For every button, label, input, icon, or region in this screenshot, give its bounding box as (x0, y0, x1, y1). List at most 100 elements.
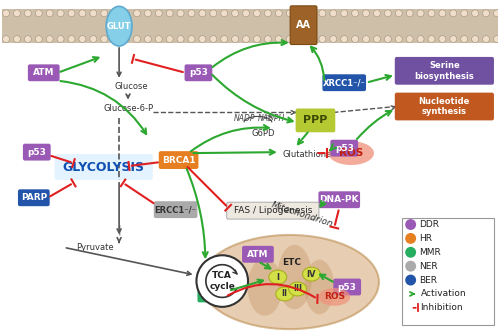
Circle shape (232, 36, 238, 43)
Circle shape (144, 10, 152, 17)
Circle shape (122, 36, 130, 43)
Ellipse shape (248, 258, 282, 316)
Text: p53: p53 (335, 144, 353, 153)
Circle shape (428, 36, 435, 43)
Text: Serine
biosynthesis: Serine biosynthesis (414, 61, 474, 80)
Circle shape (254, 36, 260, 43)
Text: PPP: PPP (304, 115, 328, 125)
Circle shape (144, 36, 152, 43)
Circle shape (460, 36, 468, 43)
Circle shape (319, 10, 326, 17)
Text: ATM: ATM (33, 68, 54, 77)
Ellipse shape (318, 288, 350, 306)
Circle shape (494, 36, 500, 43)
Circle shape (79, 10, 86, 17)
Ellipse shape (304, 260, 334, 314)
Circle shape (166, 10, 173, 17)
Circle shape (166, 36, 173, 43)
Circle shape (286, 36, 293, 43)
Circle shape (220, 10, 228, 17)
Circle shape (36, 36, 42, 43)
Circle shape (188, 10, 195, 17)
Circle shape (156, 10, 162, 17)
Circle shape (406, 36, 413, 43)
Circle shape (396, 36, 402, 43)
Text: ATM: ATM (247, 250, 268, 259)
FancyBboxPatch shape (296, 109, 336, 132)
Circle shape (264, 36, 272, 43)
Text: NADP: NADP (234, 114, 256, 123)
Circle shape (177, 36, 184, 43)
FancyBboxPatch shape (154, 201, 198, 218)
Text: NADPH: NADPH (258, 114, 285, 123)
Circle shape (156, 36, 162, 43)
Text: p53: p53 (338, 282, 356, 291)
Ellipse shape (278, 245, 312, 309)
FancyBboxPatch shape (18, 189, 50, 206)
Text: GLYCOLYSIS: GLYCOLYSIS (62, 160, 144, 174)
Circle shape (352, 36, 358, 43)
Circle shape (362, 36, 370, 43)
Circle shape (330, 10, 337, 17)
Circle shape (199, 36, 206, 43)
Text: Nucleotide
synthesis: Nucleotide synthesis (418, 97, 470, 116)
Circle shape (405, 275, 416, 285)
Text: Glucose-6-P: Glucose-6-P (104, 104, 154, 113)
FancyBboxPatch shape (198, 285, 231, 303)
Ellipse shape (288, 282, 306, 296)
Circle shape (68, 36, 75, 43)
Circle shape (90, 10, 97, 17)
Circle shape (36, 10, 42, 17)
Text: ROS: ROS (324, 292, 345, 302)
Text: PARP: PARP (20, 193, 47, 202)
Circle shape (405, 247, 416, 258)
FancyBboxPatch shape (159, 151, 198, 169)
Circle shape (494, 10, 500, 17)
Circle shape (68, 10, 75, 17)
Circle shape (362, 10, 370, 17)
FancyBboxPatch shape (54, 154, 153, 180)
Text: Glutathione: Glutathione (282, 150, 332, 158)
Circle shape (46, 36, 53, 43)
Circle shape (308, 10, 315, 17)
Circle shape (319, 36, 326, 43)
Text: ERCC1⁻/⁻: ERCC1⁻/⁻ (154, 205, 196, 214)
Text: BER: BER (420, 276, 438, 284)
FancyBboxPatch shape (318, 191, 360, 208)
Circle shape (24, 36, 32, 43)
Text: III: III (293, 284, 302, 293)
Text: ETC: ETC (282, 258, 301, 267)
Circle shape (14, 10, 20, 17)
Circle shape (450, 10, 457, 17)
FancyBboxPatch shape (330, 140, 358, 156)
Circle shape (450, 36, 457, 43)
Circle shape (254, 10, 260, 17)
Circle shape (472, 10, 478, 17)
Ellipse shape (269, 270, 286, 284)
Text: ROS: ROS (339, 148, 363, 158)
Circle shape (24, 10, 32, 17)
Ellipse shape (328, 141, 374, 165)
Circle shape (428, 10, 435, 17)
FancyBboxPatch shape (23, 144, 50, 160)
Circle shape (210, 36, 217, 43)
Text: Activation: Activation (420, 289, 466, 298)
Circle shape (112, 10, 118, 17)
Circle shape (374, 10, 380, 17)
Circle shape (297, 10, 304, 17)
FancyBboxPatch shape (334, 279, 361, 295)
FancyBboxPatch shape (226, 202, 319, 219)
Ellipse shape (106, 6, 132, 46)
Circle shape (199, 10, 206, 17)
Text: Pyruvate: Pyruvate (76, 243, 114, 252)
Circle shape (406, 10, 413, 17)
Text: TCA
cycle: TCA cycle (210, 271, 235, 291)
Circle shape (330, 36, 337, 43)
FancyBboxPatch shape (242, 246, 274, 263)
Circle shape (122, 10, 130, 17)
Circle shape (14, 36, 20, 43)
Bar (402, 217, 494, 325)
FancyBboxPatch shape (28, 64, 60, 81)
Circle shape (396, 10, 402, 17)
Text: BRCA1: BRCA1 (162, 155, 196, 164)
